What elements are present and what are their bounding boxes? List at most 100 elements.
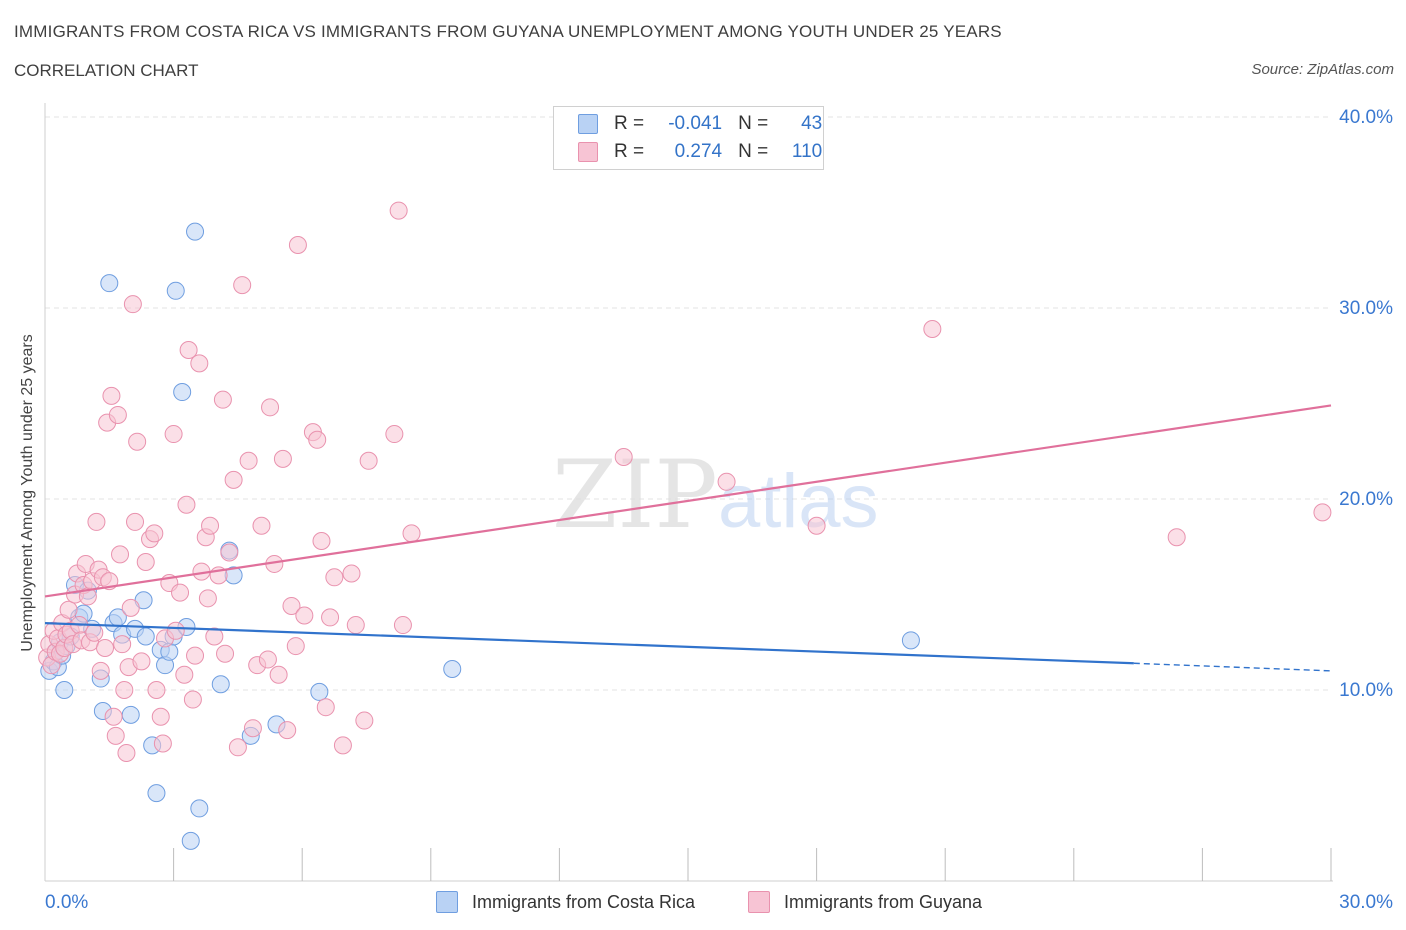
guyana-point	[205, 627, 224, 646]
guyana-point	[213, 390, 232, 409]
trend-lines	[44, 404, 1332, 672]
chart-subtitle: CORRELATION CHART	[14, 61, 199, 80]
legend-row-guyana: R = 0.274 N = 110	[578, 140, 822, 164]
x-tick-label: 0.0%	[45, 892, 88, 913]
guyana-point	[224, 470, 243, 489]
guyana-point	[385, 425, 404, 444]
chart-title: IMMIGRANTS FROM COSTA RICA VS IMMIGRANTS…	[14, 22, 1002, 41]
guyana-point	[239, 451, 258, 470]
guyana-point	[166, 621, 185, 640]
guyana-point	[220, 543, 239, 562]
costa-rica-point	[310, 682, 329, 701]
legend-n-value-costa-rica: 43	[801, 113, 823, 134]
guyana-point	[145, 524, 164, 543]
guyana-point	[59, 600, 78, 619]
guyana-point	[286, 637, 305, 656]
guyana-point	[128, 432, 147, 451]
guyana-point	[111, 545, 130, 564]
legend-n-label: N =	[738, 113, 769, 134]
legend-row-costa-rica: R = -0.041 N = 43	[578, 112, 822, 136]
guyana-point	[252, 516, 271, 535]
costa-rica-point	[136, 627, 155, 646]
guyana-point	[177, 495, 196, 514]
guyana-point	[175, 665, 194, 684]
guyana-point	[190, 354, 209, 373]
guyana-point	[402, 524, 421, 543]
guyana-point	[96, 638, 115, 657]
guyana-point	[717, 472, 736, 491]
legend-r-label: R =	[614, 141, 645, 162]
bottom-legend-swatch-costa-rica	[436, 891, 458, 913]
y-tick-label: 10.0%	[1339, 680, 1393, 701]
guyana-point	[216, 644, 235, 663]
guyana-point	[258, 650, 277, 669]
guyana-point	[123, 295, 142, 314]
costa-rica-point	[55, 681, 74, 699]
guyana-point	[282, 596, 301, 615]
guyana-point	[312, 532, 331, 551]
costa-rica-point	[147, 784, 166, 803]
trend-line-guyana	[44, 404, 1332, 598]
guyana-point	[87, 512, 106, 531]
guyana-point	[179, 341, 198, 360]
guyana-point	[126, 512, 145, 531]
y-tick-label: 20.0%	[1339, 489, 1393, 510]
guyana-point	[807, 516, 826, 535]
costa-rica-point	[166, 281, 185, 300]
y-axis-label: Unemployment Among Youth under 25 years	[19, 334, 36, 652]
guyana-point	[115, 681, 134, 699]
guyana-point	[113, 635, 132, 654]
bottom-legend-swatch-guyana	[748, 891, 770, 913]
watermark-zip: ZIP	[552, 441, 718, 550]
guyana-point	[106, 726, 125, 745]
guyana-point	[389, 201, 408, 220]
trend-line-costa-rica	[44, 622, 1134, 665]
guyana-point	[278, 721, 297, 740]
guyana-point	[201, 516, 220, 535]
bottom-legend-label-costa-rica: Immigrants from Costa Rica	[472, 891, 696, 912]
guyana-point	[269, 665, 288, 684]
costa-rica-point	[100, 274, 119, 293]
guyana-point	[308, 430, 327, 449]
guyana-point	[198, 589, 217, 608]
guyana-point	[104, 707, 123, 726]
costa-rica-point	[211, 675, 230, 694]
guyana-point	[102, 386, 121, 405]
legend-swatch-costa-rica	[578, 114, 598, 134]
guyana-point	[316, 698, 335, 717]
guyana-point	[325, 568, 344, 587]
grid-layer	[45, 116, 1331, 691]
y-tick-label: 40.0%	[1339, 107, 1393, 128]
legend-r-value-guyana: 0.274	[674, 141, 723, 162]
guyana-point	[91, 661, 110, 680]
guyana-point	[614, 447, 633, 466]
legend-n-value-guyana: 110	[791, 141, 823, 162]
costa-rica-point	[181, 831, 200, 850]
guyana-point	[359, 451, 378, 470]
guyana-point	[186, 646, 205, 665]
correlation-legend: R = -0.041 N = 43 R = 0.274 N = 110	[553, 106, 824, 170]
legend-r-value-costa-rica: -0.041	[668, 113, 723, 134]
guyana-point	[321, 608, 340, 627]
legend-n-label: N =	[738, 141, 769, 162]
guyana-point	[117, 744, 136, 763]
guyana-point	[153, 734, 172, 753]
guyana-point	[333, 736, 352, 755]
watermark-atlas: atlas	[718, 459, 879, 544]
guyana-point	[923, 320, 942, 339]
guyana-point	[393, 616, 412, 635]
tick-labels: 10.0% 20.0% 30.0% 40.0% 0.0% 30.0%	[45, 107, 1393, 913]
guyana-point	[288, 235, 307, 254]
guyana-point	[136, 553, 155, 572]
costa-rica-point	[173, 383, 192, 402]
guyana-point	[243, 719, 262, 738]
x-tick-label: 30.0%	[1339, 892, 1393, 913]
watermark: ZIP atlas	[552, 441, 879, 550]
costa-rica-point	[121, 705, 140, 724]
guyana-point	[121, 598, 140, 617]
guyana-point	[261, 398, 280, 417]
guyana-point	[183, 690, 202, 709]
guyana-point	[228, 738, 247, 757]
costa-rica-point	[901, 631, 920, 650]
